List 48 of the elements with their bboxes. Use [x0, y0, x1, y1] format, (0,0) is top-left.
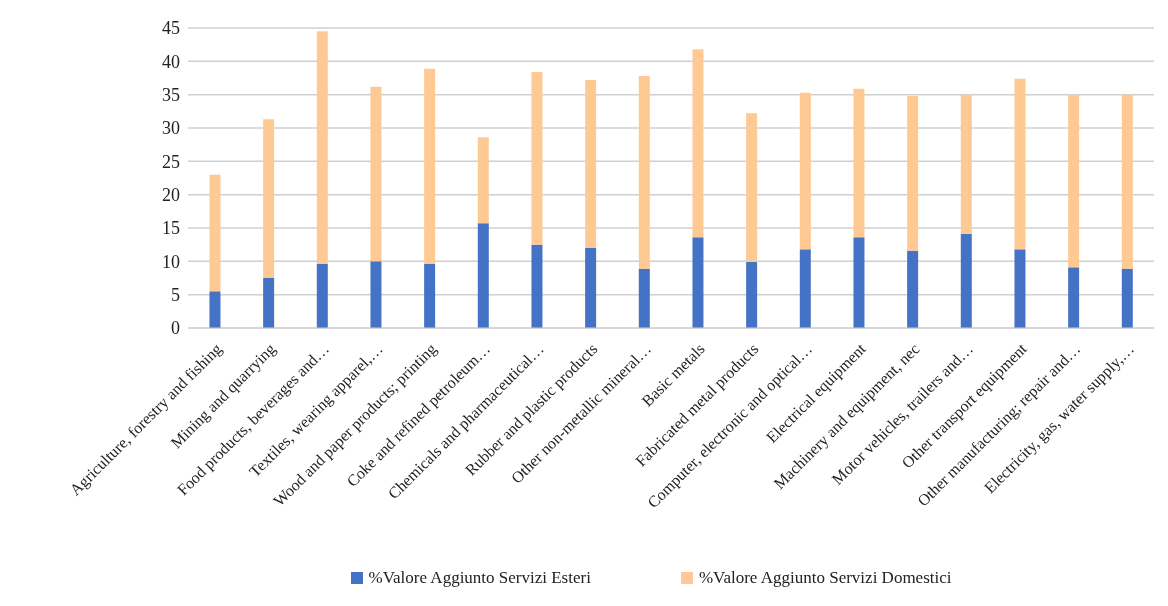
bar	[853, 88, 865, 238]
bar	[1121, 268, 1133, 328]
y-tick-label: 15	[162, 218, 180, 239]
y-tick-label: 0	[171, 318, 180, 339]
bar	[424, 264, 436, 328]
bar	[370, 86, 382, 262]
bar	[799, 92, 811, 250]
bar	[853, 237, 865, 328]
y-tick-label: 40	[162, 51, 180, 72]
y-tick-label: 25	[162, 151, 180, 172]
bar	[692, 49, 704, 238]
bar	[746, 262, 758, 328]
bar	[638, 76, 650, 269]
bar	[209, 291, 221, 328]
bar	[585, 248, 597, 328]
bar	[316, 264, 328, 328]
bar	[316, 31, 328, 264]
bar	[638, 268, 650, 328]
bar	[531, 244, 543, 328]
bar	[370, 261, 382, 328]
bar	[1014, 249, 1026, 328]
bar	[1068, 267, 1080, 328]
bar	[477, 137, 489, 224]
y-tick-label: 30	[162, 118, 180, 139]
bar	[477, 223, 489, 328]
bar	[1014, 78, 1026, 250]
bar	[263, 119, 275, 278]
bar	[746, 113, 758, 262]
bar	[585, 80, 597, 248]
legend-label: %Valore Aggiunto Servizi Domestici	[698, 568, 952, 588]
bar	[960, 94, 972, 234]
bar	[907, 96, 919, 251]
bar	[209, 174, 221, 292]
bar	[692, 237, 704, 328]
y-tick-label: 5	[171, 285, 180, 306]
bar	[263, 278, 275, 328]
bar	[960, 234, 972, 328]
y-tick-label: 35	[162, 85, 180, 106]
y-tick-label: 20	[162, 185, 180, 206]
y-tick-label: 10	[162, 251, 180, 272]
bar	[799, 249, 811, 328]
legend-label: %Valore Aggiunto Servizi Esteri	[368, 568, 591, 588]
bar	[1068, 94, 1080, 268]
bar	[424, 68, 436, 264]
bar	[907, 250, 919, 328]
bar	[531, 72, 543, 245]
y-tick-label: 45	[162, 18, 180, 39]
bar	[1121, 94, 1133, 269]
